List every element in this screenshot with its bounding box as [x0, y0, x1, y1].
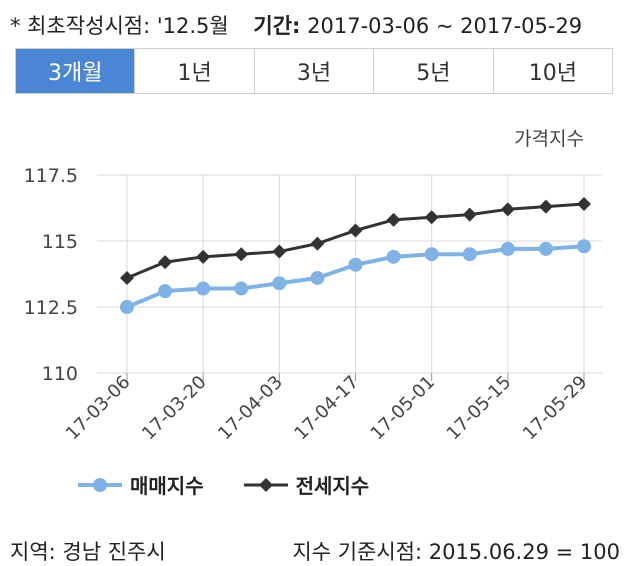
data-point-jeonse — [310, 236, 325, 251]
data-point-jeonse — [196, 249, 211, 264]
y-tick-label: 117.5 — [24, 165, 78, 187]
data-point-sales — [538, 241, 553, 256]
tab-10-years[interactable]: 10년 — [492, 49, 613, 93]
data-point-jeonse — [120, 270, 134, 285]
y-tick-label: 110 — [42, 363, 78, 385]
period-tabs: 3개월 1년 3년 5년 10년 — [15, 48, 613, 94]
data-point-jeonse — [234, 247, 249, 262]
y-tick-label: 115 — [42, 231, 78, 253]
created-value: '12.5월 — [156, 14, 229, 38]
data-point-jeonse — [386, 212, 401, 227]
x-tick-label: 17-05-15 — [443, 372, 516, 445]
legend-label-sales: 매매지수 — [130, 474, 204, 498]
data-point-jeonse — [577, 197, 591, 212]
region-text: 지역: 경남 진주시 — [10, 540, 166, 564]
data-point-sales — [424, 247, 439, 262]
tab-3-years[interactable]: 3년 — [253, 49, 374, 93]
y-tick-label: 112.5 — [24, 297, 78, 319]
chart-legend: 매매지수 전세지수 — [78, 470, 409, 499]
created-label: * 최초작성시점: — [10, 14, 151, 38]
data-point-sales — [500, 241, 515, 256]
data-point-jeonse — [158, 255, 173, 270]
tab-1-year[interactable]: 1년 — [134, 49, 254, 93]
chart-unit-label: 가격지수 — [514, 128, 584, 150]
data-point-sales — [310, 270, 325, 285]
x-tick-label: 17-04-17 — [290, 372, 363, 445]
x-tick-label: 17-05-01 — [367, 372, 440, 445]
legend-marker-diamond-icon — [243, 477, 288, 492]
header: * 최초작성시점: '12.5월 기간: 2017-03-06 ~ 2017-0… — [10, 10, 582, 40]
legend-item-jeonse: 전세지수 — [243, 470, 370, 499]
data-point-sales — [196, 281, 211, 296]
period-label: 기간: — [253, 14, 301, 38]
data-point-sales — [272, 276, 287, 291]
data-point-jeonse — [462, 207, 477, 222]
data-point-sales — [234, 281, 249, 296]
data-point-sales — [348, 257, 363, 272]
data-point-jeonse — [538, 199, 553, 214]
legend-item-sales: 매매지수 — [78, 470, 204, 499]
period-value: 2017-03-06 ~ 2017-05-29 — [307, 14, 583, 38]
data-point-jeonse — [272, 244, 287, 259]
x-tick-label: 17-05-29 — [519, 372, 592, 445]
data-point-jeonse — [348, 223, 363, 238]
tab-3-months[interactable]: 3개월 — [16, 49, 135, 93]
x-tick-label: 17-04-03 — [214, 372, 287, 445]
base-date-text: 지수 기준시점: 2015.06.29 = 100 — [292, 540, 620, 564]
data-point-sales — [158, 284, 173, 299]
x-tick-label: 17-03-20 — [138, 372, 211, 445]
legend-marker-circle-icon — [78, 477, 122, 492]
data-point-sales — [577, 239, 591, 254]
data-point-jeonse — [500, 202, 515, 217]
data-point-sales — [120, 300, 134, 314]
data-point-sales — [462, 247, 477, 262]
tab-5-years[interactable]: 5년 — [373, 49, 493, 93]
legend-label-jeonse: 전세지수 — [295, 474, 370, 498]
data-point-sales — [386, 249, 401, 264]
data-point-jeonse — [424, 210, 439, 225]
